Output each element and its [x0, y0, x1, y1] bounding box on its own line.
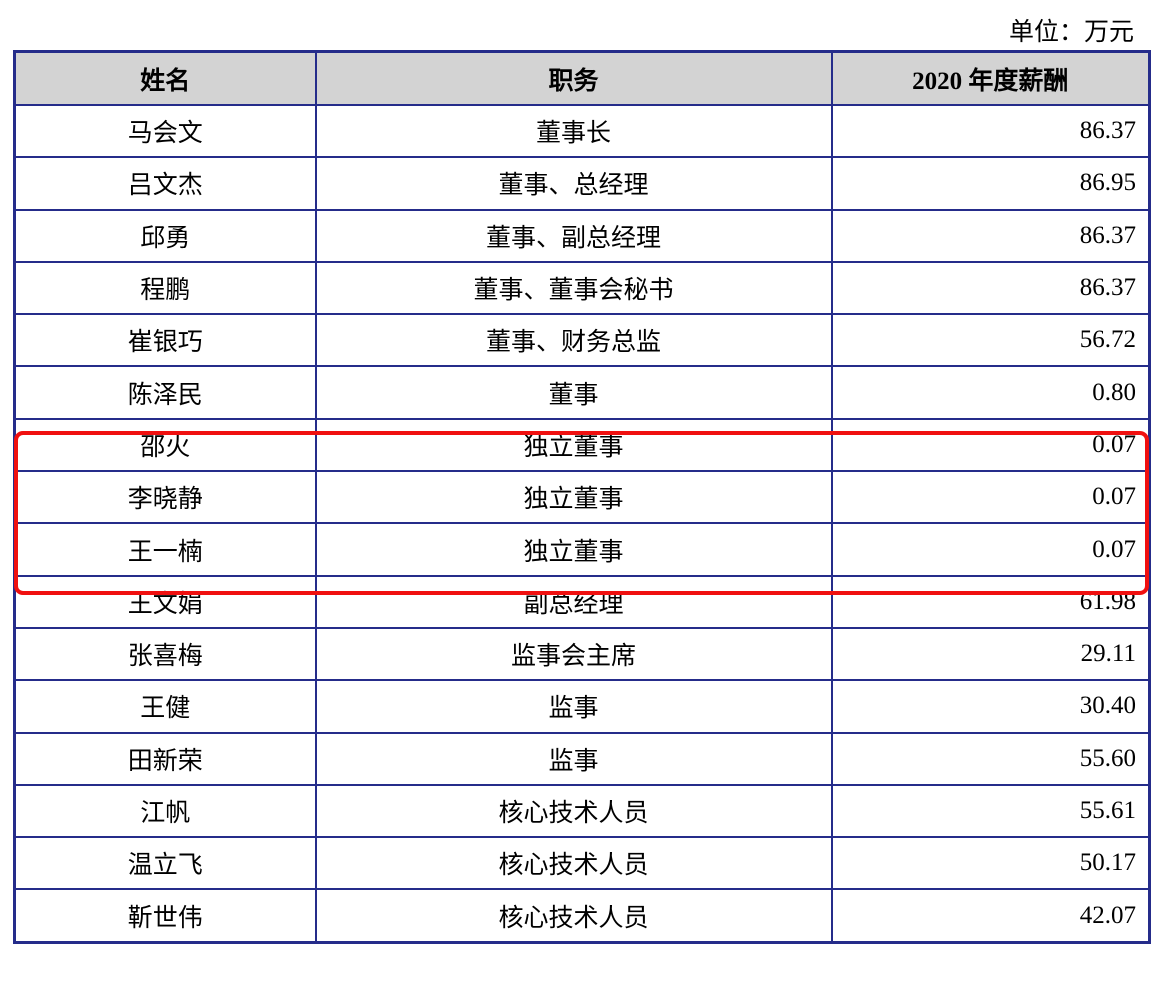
salary-table: 姓名 职务 2020 年度薪酬 马会文 董事长 86.37 吕文杰 董事、总经理 86.9…: [13, 50, 1151, 944]
cell-title: 董事、副总经理: [314, 208, 833, 263]
cell-name: 张喜梅: [13, 626, 317, 682]
table-row: 王一楠 独立董事 0.07: [13, 522, 1151, 577]
cell-salary: 86.37: [830, 103, 1151, 159]
table-row: 张喜梅 监事会主席 29.11: [13, 626, 1151, 682]
cell-salary: 0.07: [830, 522, 1151, 577]
cell-name: 田新荣: [13, 731, 317, 786]
cell-salary: 0.07: [830, 417, 1151, 473]
cell-name: 王健: [13, 679, 317, 734]
table-row: 陈泽民 董事 0.80: [13, 365, 1151, 420]
cell-name: 崔银巧: [13, 313, 317, 368]
cell-salary: 42.07: [830, 888, 1151, 944]
cell-name: 程鹏: [13, 260, 317, 316]
cell-name: 马会文: [13, 103, 317, 159]
header-salary: 2020 年度薪酬: [830, 50, 1151, 106]
cell-salary: 30.40: [830, 679, 1151, 734]
cell-salary: 55.60: [830, 731, 1151, 786]
unit-label: 单位：万元: [1008, 19, 1134, 46]
header-title: 职务: [314, 50, 833, 106]
table-row: 田新荣 监事 55.60: [13, 731, 1151, 786]
table-row: 王文娟 副总经理 61.98: [13, 574, 1151, 629]
cell-title: 独立董事: [314, 470, 833, 525]
table-row: 温立飞 核心技术人员 50.17: [13, 836, 1151, 891]
cell-name: 江帆: [13, 783, 317, 839]
cell-title: 监事: [314, 731, 833, 786]
cell-title: 董事、总经理: [314, 156, 833, 211]
table-row: 王健 监事 30.40: [13, 679, 1151, 734]
table-row: 邱勇 董事、副总经理 86.37: [13, 208, 1151, 263]
cell-salary: 56.72: [830, 313, 1151, 368]
cell-name: 王文娟: [13, 574, 317, 629]
cell-salary: 61.98: [830, 574, 1151, 629]
cell-title: 核心技术人员: [314, 888, 833, 944]
cell-salary: 29.11: [830, 626, 1151, 682]
cell-title: 核心技术人员: [314, 836, 833, 891]
cell-name: 邵火: [13, 417, 317, 473]
cell-salary: 0.80: [830, 365, 1151, 420]
cell-title: 董事长: [314, 103, 833, 159]
table-row: 马会文 董事长 86.37: [13, 103, 1151, 159]
header-name: 姓名: [13, 50, 317, 106]
cell-title: 董事: [314, 365, 833, 420]
cell-title: 监事会主席: [314, 626, 833, 682]
cell-salary: 55.61: [830, 783, 1151, 839]
cell-title: 核心技术人员: [314, 783, 833, 839]
table-header-row: 姓名 职务 2020 年度薪酬: [13, 50, 1151, 106]
table-row: 江帆 核心技术人员 55.61: [13, 783, 1151, 839]
cell-name: 靳世伟: [13, 888, 317, 944]
cell-title: 监事: [314, 679, 833, 734]
table-row: 吕文杰 董事、总经理 86.95: [13, 156, 1151, 211]
table-row: 崔银巧 董事、财务总监 56.72: [13, 313, 1151, 368]
cell-title: 副总经理: [314, 574, 833, 629]
cell-title: 董事、财务总监: [314, 313, 833, 368]
cell-salary: 50.17: [830, 836, 1151, 891]
cell-salary: 86.37: [830, 208, 1151, 263]
cell-name: 吕文杰: [13, 156, 317, 211]
cell-salary: 86.95: [830, 156, 1151, 211]
table-row: 李晓静 独立董事 0.07: [13, 470, 1151, 525]
table-row: 靳世伟 核心技术人员 42.07: [13, 888, 1151, 944]
cell-salary: 86.37: [830, 260, 1151, 316]
cell-salary: 0.07: [830, 470, 1151, 525]
table-row: 程鹏 董事、董事会秘书 86.37: [13, 260, 1151, 316]
cell-name: 邱勇: [13, 208, 317, 263]
cell-title: 独立董事: [314, 522, 833, 577]
cell-name: 李晓静: [13, 470, 317, 525]
cell-name: 温立飞: [13, 836, 317, 891]
cell-title: 独立董事: [314, 417, 833, 473]
table-row: 邵火 独立董事 0.07: [13, 417, 1151, 473]
cell-name: 陈泽民: [13, 365, 317, 420]
cell-name: 王一楠: [13, 522, 317, 577]
cell-title: 董事、董事会秘书: [314, 260, 833, 316]
